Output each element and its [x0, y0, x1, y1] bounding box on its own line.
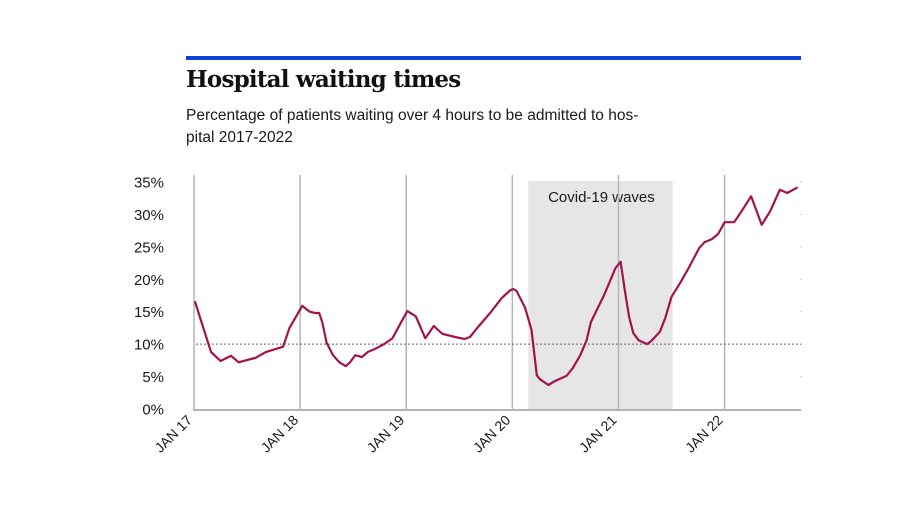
y-tick-label: 25% [134, 239, 164, 256]
x-axis: JAN 17 JAN 18 JAN 19 JAN 20 JAN 21 JAN 22 [151, 412, 726, 456]
chart-subtitle-line-1: Percentage of patients waiting over 4 ho… [186, 107, 639, 124]
chart-title: Hospital waiting times [186, 66, 461, 93]
x-tick-label: JAN 18 [257, 412, 301, 456]
chart-subtitle-line-2: pital 2017-2022 [186, 129, 293, 146]
y-tick-label: 30% [134, 207, 164, 224]
y-axis: 0% 5% 10% 15% 20% 25% 30% 35% [134, 175, 164, 419]
y-tick-label: 0% [142, 402, 164, 419]
x-tick-label: JAN 19 [364, 412, 408, 456]
x-tick-label: JAN 21 [576, 412, 620, 456]
accent-bar [186, 56, 801, 60]
chart-subtitle: Percentage of patients waiting over 4 ho… [186, 105, 746, 149]
x-tick-label: JAN 20 [470, 412, 514, 456]
series-line [194, 186, 798, 387]
shaded-region-label: Covid-19 waves [548, 189, 655, 206]
y-tick-label: 10% [134, 337, 164, 354]
x-tick-label: JAN 22 [682, 412, 726, 456]
y-tick-label: 15% [134, 304, 164, 321]
y-tick-label: 5% [142, 369, 164, 386]
series-layer [194, 186, 798, 387]
y-tick-label: 20% [134, 272, 164, 289]
shaded-region-layer: Covid-19 waves [528, 181, 673, 410]
gridlines-layer [193, 175, 802, 411]
y-tick-label: 35% [134, 175, 164, 192]
covid-shaded-region [528, 181, 673, 410]
